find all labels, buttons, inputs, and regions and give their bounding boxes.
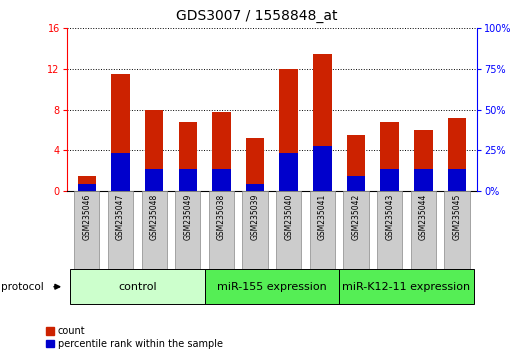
Legend: count, percentile rank within the sample: count, percentile rank within the sample: [46, 326, 223, 349]
FancyBboxPatch shape: [209, 191, 234, 269]
Bar: [212, 169, 231, 191]
FancyBboxPatch shape: [410, 191, 436, 269]
Text: GSM235045: GSM235045: [452, 194, 461, 240]
FancyBboxPatch shape: [142, 191, 167, 269]
Bar: [313, 145, 331, 191]
Bar: [380, 169, 399, 191]
Text: GSM235038: GSM235038: [217, 194, 226, 240]
FancyBboxPatch shape: [175, 191, 201, 269]
Text: miR-155 expression: miR-155 expression: [217, 282, 327, 292]
Text: GSM235046: GSM235046: [83, 194, 91, 240]
Bar: [280, 153, 298, 191]
Text: GDS3007 / 1558848_at: GDS3007 / 1558848_at: [176, 9, 337, 23]
FancyBboxPatch shape: [343, 191, 369, 269]
Text: protocol: protocol: [1, 282, 43, 292]
FancyBboxPatch shape: [310, 191, 335, 269]
Text: miR-K12-11 expression: miR-K12-11 expression: [342, 282, 470, 292]
Bar: [347, 176, 365, 191]
Bar: [414, 130, 432, 191]
FancyBboxPatch shape: [276, 191, 301, 269]
Bar: [246, 138, 264, 191]
FancyBboxPatch shape: [243, 191, 268, 269]
Text: GSM235047: GSM235047: [116, 194, 125, 240]
Bar: [111, 153, 130, 191]
Bar: [145, 169, 164, 191]
Bar: [145, 110, 164, 191]
Bar: [77, 176, 96, 191]
Bar: [212, 112, 231, 191]
Bar: [111, 74, 130, 191]
FancyBboxPatch shape: [108, 191, 133, 269]
Text: GSM235049: GSM235049: [183, 194, 192, 240]
Text: GSM235044: GSM235044: [419, 194, 428, 240]
Bar: [179, 122, 197, 191]
Text: GSM235040: GSM235040: [284, 194, 293, 240]
Bar: [347, 135, 365, 191]
Text: GSM235048: GSM235048: [150, 194, 159, 240]
Bar: [280, 69, 298, 191]
Text: GSM235042: GSM235042: [351, 194, 361, 240]
FancyBboxPatch shape: [205, 269, 339, 304]
Text: GSM235039: GSM235039: [250, 194, 260, 240]
Text: GSM235043: GSM235043: [385, 194, 394, 240]
FancyBboxPatch shape: [339, 269, 473, 304]
FancyBboxPatch shape: [444, 191, 469, 269]
Bar: [246, 184, 264, 191]
Bar: [414, 169, 432, 191]
Bar: [313, 54, 331, 191]
Text: control: control: [118, 282, 156, 292]
Bar: [77, 184, 96, 191]
FancyBboxPatch shape: [377, 191, 402, 269]
Bar: [380, 122, 399, 191]
FancyBboxPatch shape: [74, 191, 100, 269]
Bar: [448, 118, 466, 191]
Text: GSM235041: GSM235041: [318, 194, 327, 240]
Bar: [179, 169, 197, 191]
Bar: [448, 169, 466, 191]
FancyBboxPatch shape: [70, 269, 205, 304]
